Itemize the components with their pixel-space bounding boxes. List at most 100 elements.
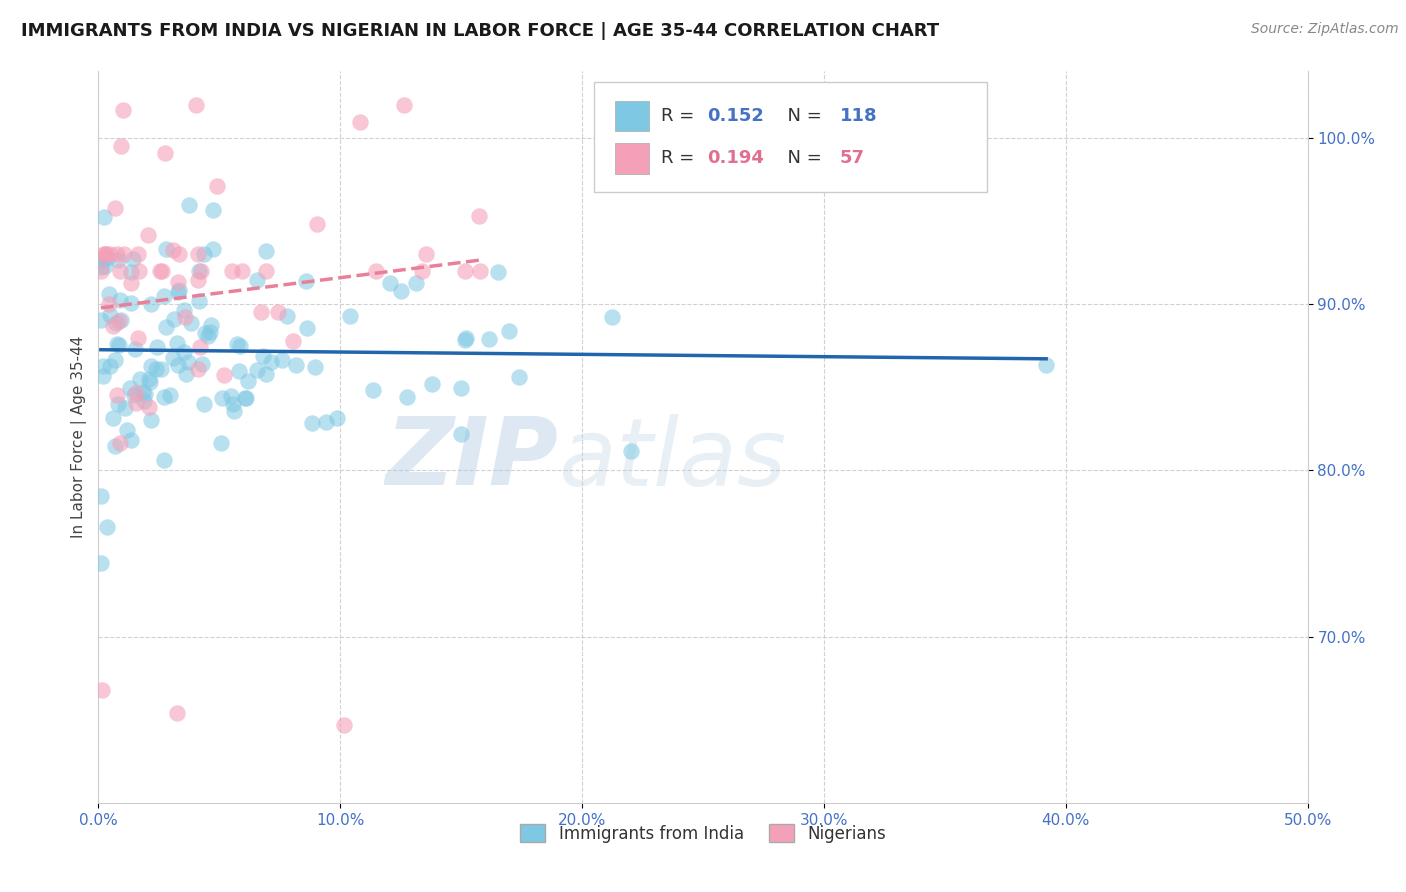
Point bbox=[179, 198, 201, 212]
Point bbox=[236, 374, 259, 388]
Point bbox=[349, 115, 371, 129]
Point bbox=[98, 247, 121, 261]
Point bbox=[254, 264, 277, 278]
Point bbox=[219, 389, 242, 403]
Text: ZIP: ZIP bbox=[385, 413, 558, 505]
Point bbox=[120, 265, 142, 279]
Text: Source: ZipAtlas.com: Source: ZipAtlas.com bbox=[1251, 22, 1399, 37]
Text: R =: R = bbox=[661, 107, 700, 125]
Point bbox=[271, 353, 294, 368]
Point bbox=[163, 311, 186, 326]
Point bbox=[91, 369, 114, 384]
Point bbox=[115, 423, 138, 437]
Point bbox=[118, 381, 141, 395]
Point bbox=[105, 247, 128, 261]
Point bbox=[110, 139, 132, 153]
Text: N =: N = bbox=[776, 107, 827, 125]
Point bbox=[191, 357, 214, 371]
Point bbox=[176, 355, 198, 369]
Text: 0.152: 0.152 bbox=[707, 107, 763, 125]
Point bbox=[456, 331, 478, 345]
Point bbox=[120, 277, 142, 291]
Point bbox=[128, 264, 150, 278]
Point bbox=[174, 367, 197, 381]
Point bbox=[104, 316, 127, 330]
Point bbox=[173, 310, 195, 324]
Point bbox=[121, 252, 143, 266]
Point bbox=[90, 260, 112, 275]
Point bbox=[90, 313, 112, 327]
Point bbox=[90, 489, 112, 503]
Point bbox=[101, 319, 124, 334]
Point bbox=[197, 329, 219, 343]
Point bbox=[141, 412, 163, 426]
Point bbox=[159, 388, 181, 402]
Point bbox=[392, 97, 415, 112]
Point bbox=[389, 284, 412, 298]
FancyBboxPatch shape bbox=[614, 101, 648, 131]
Text: IMMIGRANTS FROM INDIA VS NIGERIAN IN LABOR FORCE | AGE 35-44 CORRELATION CHART: IMMIGRANTS FROM INDIA VS NIGERIAN IN LAB… bbox=[21, 22, 939, 40]
Point bbox=[233, 391, 256, 405]
Point bbox=[301, 416, 323, 430]
Point bbox=[184, 97, 207, 112]
Point bbox=[162, 351, 184, 365]
Point bbox=[326, 411, 349, 425]
Point bbox=[94, 260, 117, 274]
Point bbox=[364, 264, 387, 278]
Point bbox=[508, 369, 530, 384]
Point bbox=[94, 247, 117, 261]
Point bbox=[145, 362, 167, 376]
Point bbox=[127, 247, 149, 261]
Point bbox=[297, 321, 319, 335]
Point bbox=[107, 397, 129, 411]
Point bbox=[173, 345, 195, 359]
Point bbox=[155, 242, 177, 256]
Point bbox=[405, 276, 427, 290]
Point bbox=[221, 264, 243, 278]
Point bbox=[150, 362, 173, 376]
Point bbox=[104, 201, 127, 215]
Point bbox=[246, 273, 269, 287]
Text: atlas: atlas bbox=[558, 414, 786, 505]
Point bbox=[105, 388, 128, 402]
Point bbox=[235, 391, 257, 405]
Y-axis label: In Labor Force | Age 35-44: In Labor Force | Age 35-44 bbox=[72, 336, 87, 538]
Point bbox=[108, 293, 131, 308]
Point bbox=[194, 326, 217, 340]
Point bbox=[138, 372, 160, 386]
Point bbox=[153, 390, 176, 404]
Point bbox=[98, 359, 121, 373]
Point bbox=[167, 276, 190, 290]
Point bbox=[149, 264, 172, 278]
Text: R =: R = bbox=[661, 149, 700, 168]
Point bbox=[202, 242, 225, 256]
Point bbox=[395, 390, 418, 404]
Point bbox=[166, 359, 188, 373]
Point bbox=[211, 391, 233, 405]
Point bbox=[200, 325, 222, 339]
Point bbox=[155, 320, 177, 334]
Point bbox=[112, 247, 135, 261]
Point bbox=[136, 228, 159, 243]
Point bbox=[231, 264, 253, 278]
Point bbox=[132, 394, 155, 409]
Point bbox=[162, 244, 184, 258]
Point bbox=[468, 264, 491, 278]
Point bbox=[93, 211, 115, 225]
Point bbox=[411, 264, 433, 278]
Point bbox=[166, 285, 188, 300]
Point bbox=[187, 263, 209, 277]
Point bbox=[221, 397, 243, 411]
Point bbox=[190, 264, 212, 278]
Point bbox=[145, 340, 167, 354]
Point bbox=[110, 313, 132, 327]
Point bbox=[125, 385, 148, 400]
Point bbox=[307, 217, 329, 231]
Point bbox=[96, 520, 118, 534]
Point bbox=[153, 289, 176, 303]
Point bbox=[111, 103, 134, 118]
Point bbox=[276, 309, 298, 323]
Point bbox=[193, 397, 215, 411]
Point bbox=[260, 354, 283, 368]
Point bbox=[91, 359, 114, 374]
